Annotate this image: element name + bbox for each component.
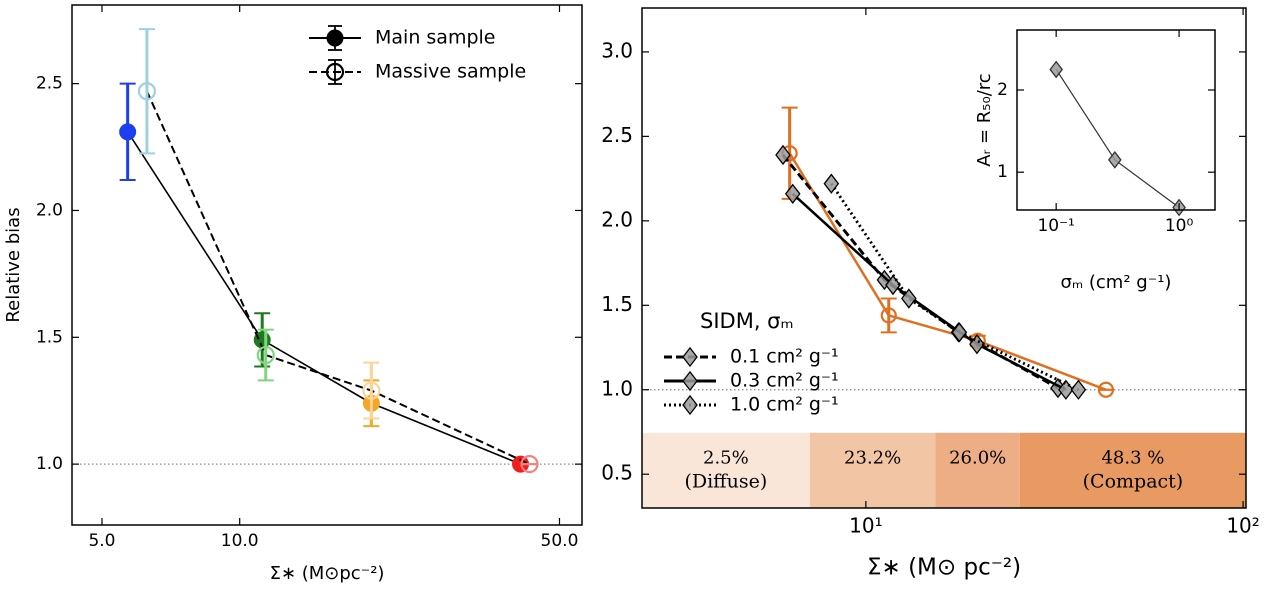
y-tick-label: 1.0	[601, 376, 633, 400]
data-point	[119, 123, 137, 141]
band-label: 2.5%	[703, 447, 749, 468]
y-tick-label: 1.5	[601, 292, 633, 316]
data-point	[1049, 60, 1064, 79]
series-line	[146, 90, 530, 466]
band	[642, 432, 810, 508]
series-line	[830, 182, 1080, 392]
x-axis-label: Σ∗ (M⊙pc⁻²)	[270, 563, 385, 584]
legend-label: Massive sample	[375, 61, 526, 83]
data-point	[880, 307, 897, 324]
legend-title: SIDM, σₘ	[700, 309, 794, 333]
y-tick-label: 2	[997, 80, 1008, 100]
data-point	[520, 455, 539, 474]
legend-marker	[326, 29, 344, 47]
data-point	[1070, 379, 1087, 400]
x-tick-label: 10.0	[221, 531, 259, 551]
y-axis-label: Relative bias	[3, 207, 24, 322]
x-tick-label: 50.0	[541, 531, 579, 551]
x-tick-label: 10¹	[849, 514, 882, 538]
legend-marker	[682, 394, 698, 416]
y-tick-label: 0.5	[601, 461, 633, 485]
data-point	[256, 345, 275, 365]
data-point	[1107, 150, 1122, 169]
band	[935, 432, 1020, 508]
plot-area	[1017, 30, 1215, 210]
legend-marker	[682, 346, 698, 368]
band-label: 48.3 %	[1101, 447, 1164, 468]
legend-marker	[325, 62, 345, 82]
y-axis-label: Aᵣ = R₅₀/rc	[974, 73, 995, 166]
x-tick-label: 5.0	[88, 531, 115, 551]
legend-label: 1.0 cm² g⁻¹	[730, 394, 839, 416]
data-point	[137, 82, 157, 101]
series-line	[791, 192, 1067, 391]
legend-label: Main sample	[375, 27, 495, 49]
plot-frame	[71, 4, 583, 526]
legend-label: 0.3 cm² g⁻¹	[730, 370, 839, 392]
band	[1019, 432, 1246, 508]
x-axis-label: σₘ (cm² g⁻¹)	[1061, 272, 1172, 293]
y-tick-label: 2.5	[36, 74, 63, 94]
data-point	[775, 144, 791, 166]
band	[809, 432, 936, 508]
y-tick-label: 2.0	[36, 200, 63, 220]
data-point	[362, 381, 381, 400]
plot-frame	[1016, 29, 1216, 211]
x-tick-label: 10⁻¹	[1037, 216, 1074, 236]
y-tick-label: 1.0	[36, 454, 63, 474]
series-line	[788, 152, 1107, 391]
data-point	[1097, 381, 1115, 398]
y-tick-label: 3.0	[601, 38, 633, 62]
plot-frame	[641, 7, 1247, 509]
y-tick-label: 1	[997, 162, 1008, 182]
y-tick-label: 2.5	[601, 123, 633, 147]
x-tick-label: 10⁰	[1165, 216, 1194, 236]
band-label: 23.2%	[844, 447, 901, 468]
data-point	[823, 173, 840, 194]
band-label: (Diffuse)	[684, 470, 767, 492]
plot-area	[72, 5, 582, 525]
y-tick-label: 2.0	[601, 207, 633, 231]
y-tick-label: 1.5	[36, 327, 63, 347]
band-label: 26.0%	[949, 447, 1006, 468]
legend-marker	[682, 370, 698, 392]
x-axis-label: Σ∗ (M⊙ pc⁻²)	[867, 555, 1021, 581]
data-point	[951, 322, 968, 343]
data-point	[901, 288, 917, 309]
band-label: (Compact)	[1083, 470, 1184, 492]
x-tick-label: 10²	[1226, 514, 1259, 538]
data-point	[784, 183, 801, 204]
legend-label: 0.1 cm² g⁻¹	[730, 346, 839, 368]
